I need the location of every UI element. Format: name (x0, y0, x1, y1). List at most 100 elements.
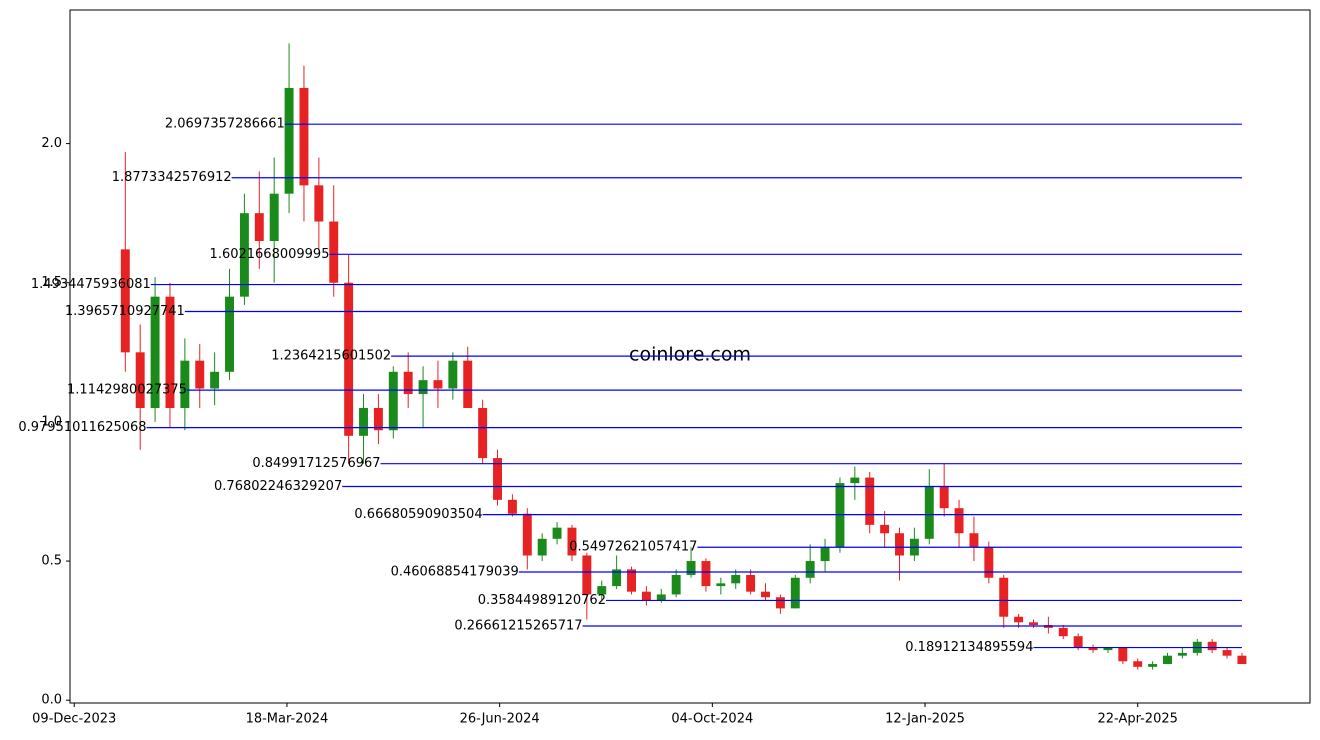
y-tick-label: 1.5 (41, 275, 62, 290)
candle-body (939, 485, 949, 509)
candle-body (299, 87, 309, 186)
level-label: 0.66680590903504 (354, 507, 482, 522)
candle-body (954, 508, 964, 534)
candle-body (1163, 655, 1172, 665)
plot-frame (69, 9, 1311, 704)
level-label: 0.84991712576967 (252, 456, 380, 471)
candle-body (1014, 616, 1024, 623)
candle-body (329, 221, 339, 283)
candle-body (612, 569, 622, 587)
candle-body (537, 538, 547, 556)
candle-body (1148, 664, 1158, 667)
candle-body (269, 193, 279, 241)
candle-body (165, 296, 175, 408)
candle-body (388, 371, 398, 431)
candle-body (582, 555, 592, 595)
candle-body (627, 569, 636, 592)
level-label: 0.76802246329207 (214, 479, 342, 494)
candle-body (999, 577, 1009, 617)
candle-body (1058, 627, 1068, 637)
y-tick-label: 0.5 (41, 554, 62, 569)
candle-body (820, 547, 830, 562)
candle-body (522, 513, 532, 556)
level-label: 0.35844989120762 (478, 593, 606, 608)
level-label: 1.8773342576912 (112, 170, 232, 185)
candle-body (805, 561, 815, 578)
candle-body (1118, 647, 1128, 662)
candle-body (746, 574, 756, 592)
candle-body (210, 371, 220, 389)
candle-body (120, 249, 130, 353)
y-tick-label: 0.0 (41, 693, 62, 708)
level-label: 0.18912134895594 (905, 640, 1033, 655)
candle-body (671, 574, 681, 595)
candle-body (359, 407, 368, 436)
candle-body (567, 527, 577, 556)
level-label: 0.46068854179039 (391, 565, 519, 580)
candle-body (1103, 647, 1113, 651)
candle-body (1177, 652, 1187, 656)
candle-body (225, 296, 234, 372)
candle-body (865, 477, 875, 525)
candle-body (493, 458, 502, 500)
candle-body (597, 586, 607, 595)
candle-body (150, 296, 160, 408)
candle-body (641, 591, 651, 601)
level-label: 0.54972621057417 (569, 540, 697, 555)
candle-body (1073, 636, 1083, 648)
candle-body (418, 380, 428, 395)
candle-body (373, 407, 383, 431)
y-tick-label: 2.0 (41, 136, 62, 151)
x-tick-label: 26-Jun-2024 (460, 712, 540, 727)
candle-body (403, 371, 413, 395)
candle-body (478, 407, 488, 459)
candle-body (135, 352, 145, 408)
candle-body (1029, 622, 1038, 626)
level-label: 1.1142980027375 (67, 383, 187, 398)
candle-body (433, 380, 443, 389)
level-label: 0.26661215265717 (454, 619, 582, 634)
candle-body (180, 360, 190, 408)
level-label: 1.2364215601502 (271, 349, 391, 364)
candle-body (924, 485, 934, 539)
candle-body (1088, 647, 1098, 651)
candle-body (716, 583, 726, 587)
y-tick-label: 1.0 (41, 414, 62, 429)
candle-body (344, 282, 354, 436)
candle-body (731, 574, 741, 584)
candle-body (254, 213, 264, 241)
candle-body (448, 360, 458, 389)
candle-body (686, 561, 696, 575)
candle-body (1133, 661, 1143, 667)
candle-body (761, 591, 770, 598)
candle-body (790, 577, 800, 609)
candle-body (880, 524, 890, 534)
candle-body (195, 360, 205, 389)
candle-body (984, 547, 994, 578)
candle-body (314, 185, 324, 222)
level-label: 1.3965710927741 (65, 304, 185, 319)
level-label: 1.4934475936081 (31, 277, 151, 292)
candle-body (284, 87, 294, 194)
candle-body (507, 499, 517, 514)
candle-body (1222, 650, 1232, 656)
x-tick-label: 22-Apr-2025 (1098, 712, 1178, 727)
candle-body (656, 594, 666, 601)
x-tick-label: 18-Mar-2024 (246, 712, 329, 727)
x-tick-label: 12-Jan-2025 (885, 712, 965, 727)
x-tick-label: 09-Dec-2023 (32, 712, 116, 727)
candle-body (1207, 641, 1217, 651)
candle-body (1237, 655, 1247, 665)
level-label: 2.0697357286661 (165, 117, 285, 132)
watermark: coinlore.com (629, 344, 751, 366)
x-tick-label: 04-Oct-2024 (671, 712, 753, 727)
candle-body (969, 533, 979, 548)
candle-body (850, 477, 860, 484)
level-label: 1.6021668009995 (210, 247, 330, 262)
candle-body (895, 533, 904, 556)
candle-body (552, 527, 562, 539)
candle-body (775, 597, 785, 609)
candle-body (463, 360, 473, 408)
level-label: 0.97951011625068 (18, 420, 146, 435)
